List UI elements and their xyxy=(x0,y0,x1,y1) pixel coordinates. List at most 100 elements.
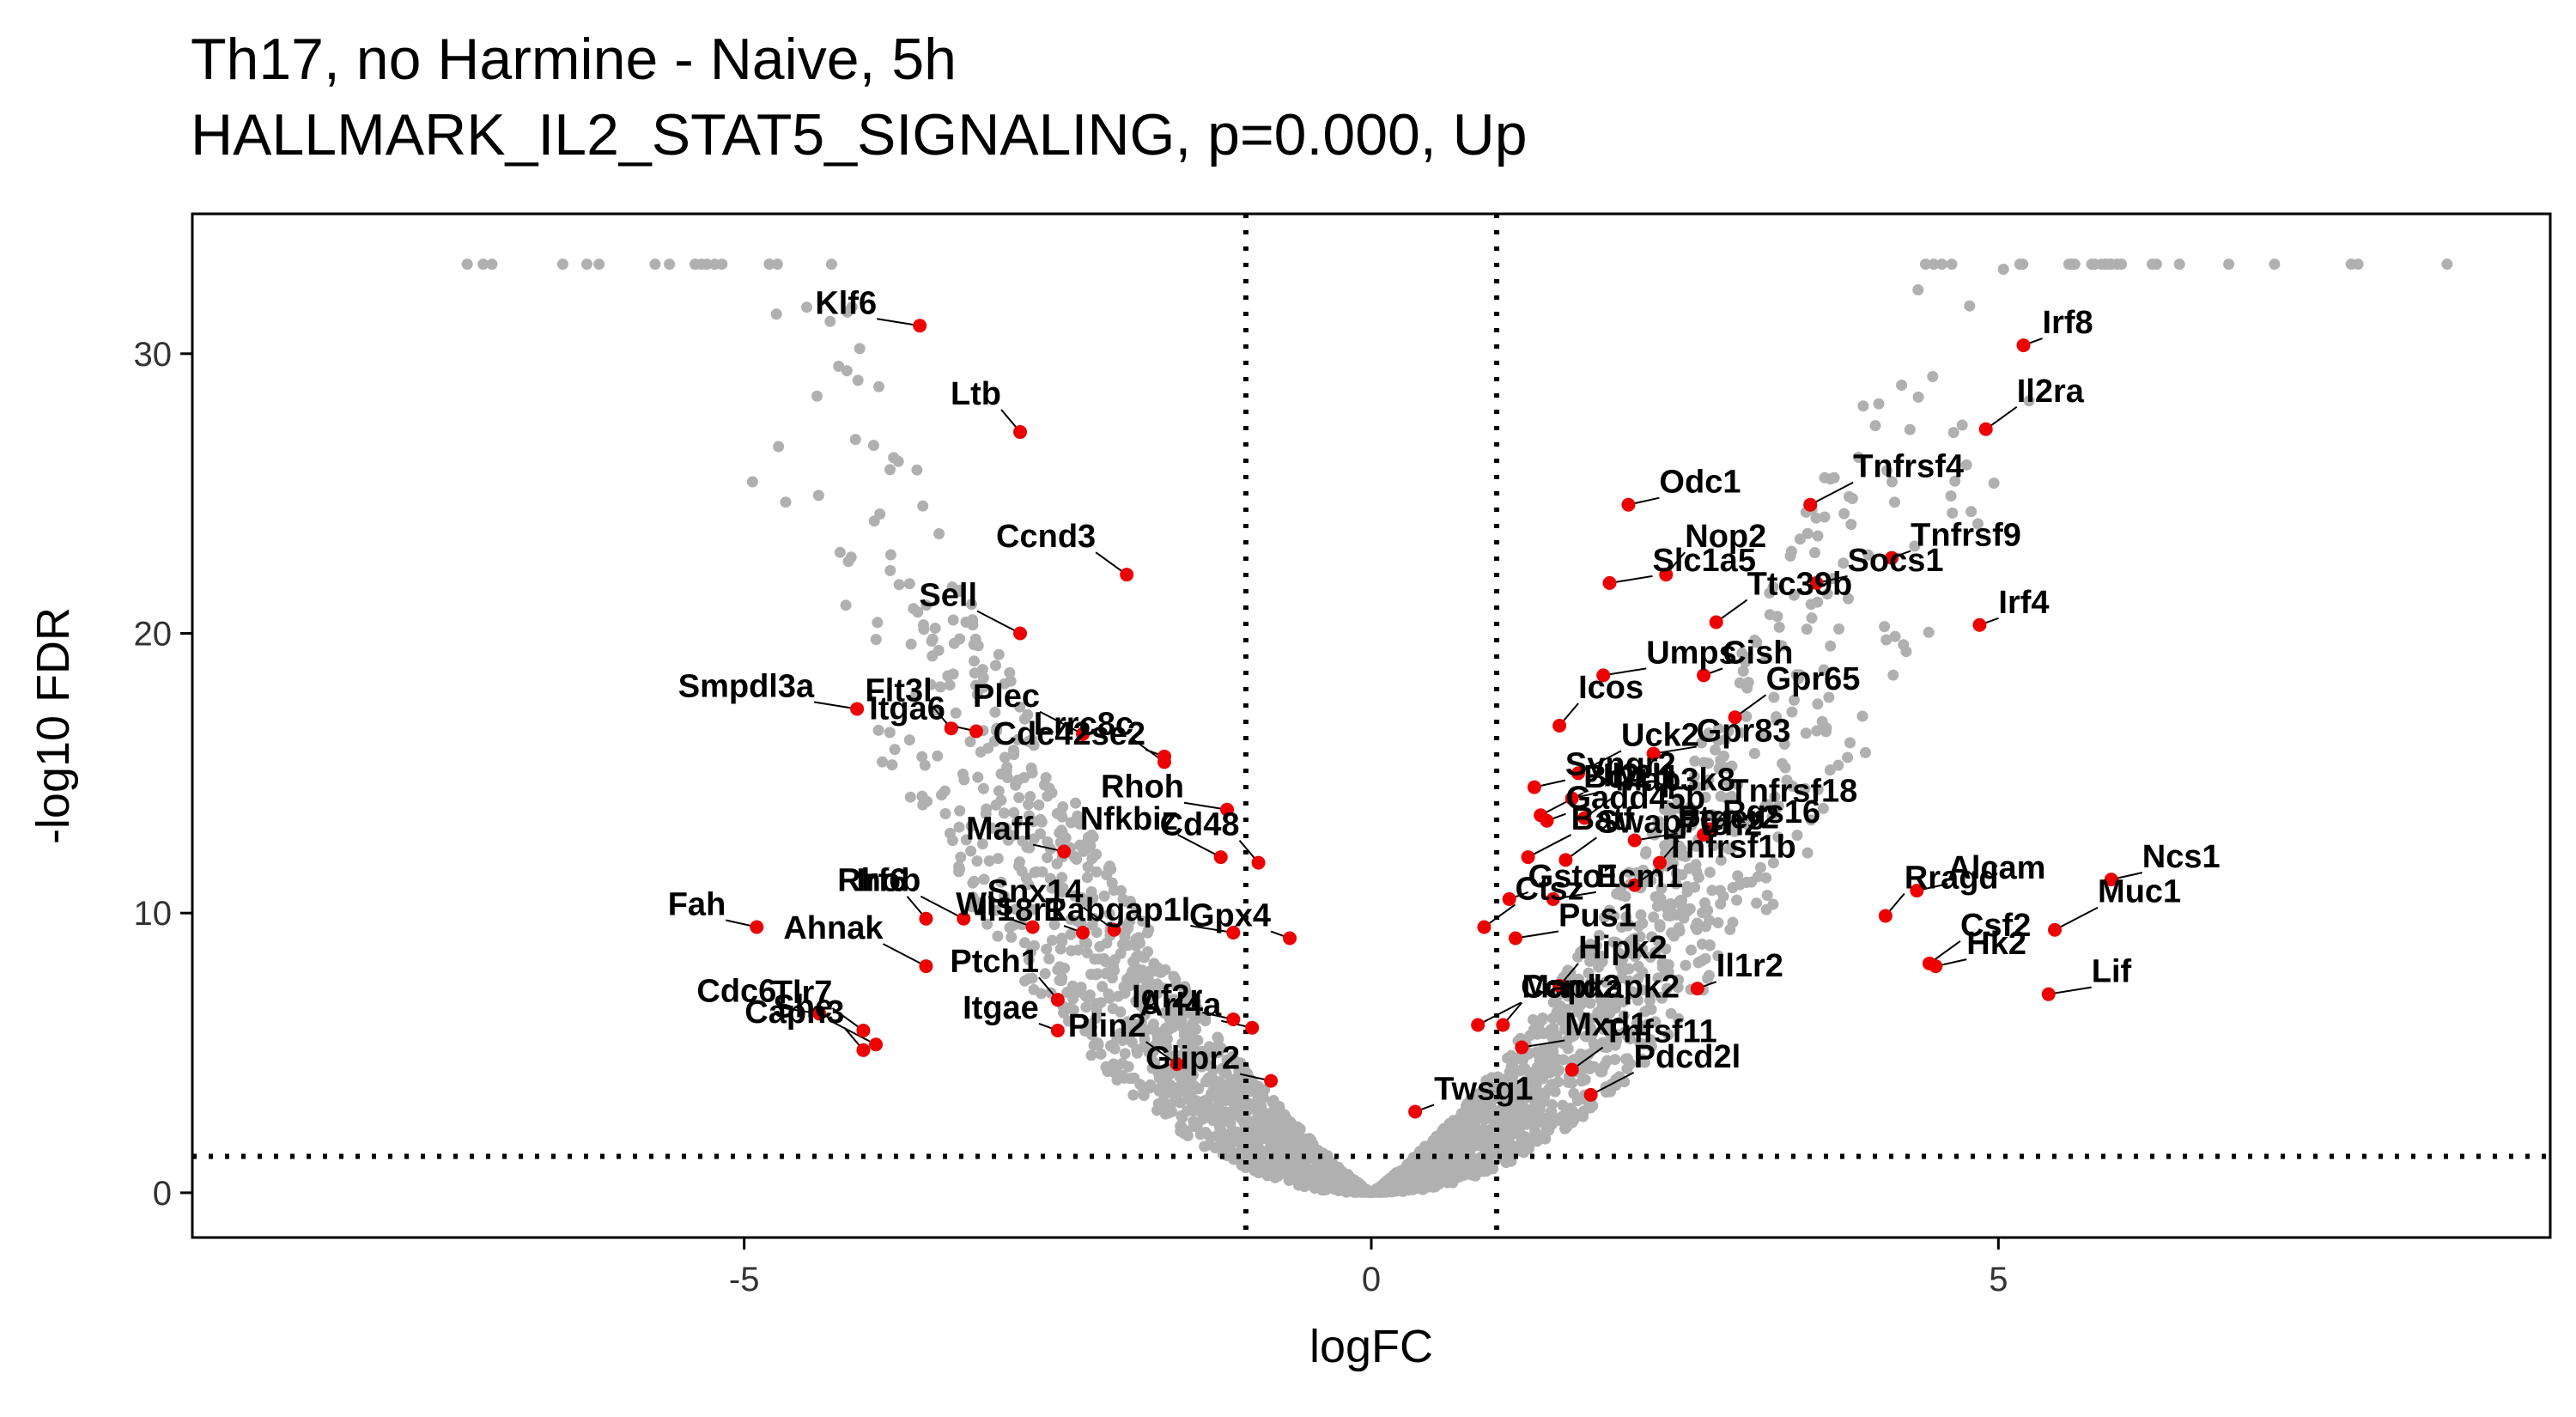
gene-point xyxy=(1455,1111,1467,1123)
gene-point xyxy=(1809,547,1820,558)
leader-line xyxy=(776,1006,820,1015)
gene-point xyxy=(1857,400,1869,412)
gene-point xyxy=(1139,1026,1151,1037)
gene-point xyxy=(1531,1046,1543,1058)
gene-point xyxy=(1764,587,1776,599)
highlighted-gene-point xyxy=(1972,617,1987,632)
gene-point xyxy=(840,599,852,611)
gene-point xyxy=(1138,1090,1150,1101)
gene-label: Flt3l xyxy=(866,672,933,708)
gene-point xyxy=(1731,894,1743,906)
gene-point xyxy=(1703,774,1715,786)
gene-point xyxy=(1842,751,1854,763)
gene-point xyxy=(1583,1063,1595,1075)
gene-point xyxy=(972,640,984,652)
gene-point xyxy=(1713,763,1725,775)
gene-point xyxy=(1544,1082,1556,1094)
gene-point xyxy=(593,258,605,271)
gene-point xyxy=(1024,791,1036,802)
highlighted-gene-point xyxy=(1025,920,1040,934)
gene-label: Lrrc8c xyxy=(1034,706,1133,742)
gene-point xyxy=(992,930,1004,942)
highlighted-gene-point xyxy=(1013,626,1028,641)
gene-point xyxy=(1712,723,1724,734)
gene-point xyxy=(1429,1158,1441,1170)
gene-point xyxy=(1554,1000,1566,1012)
gene-point xyxy=(1735,727,1747,739)
highlighted-gene-point xyxy=(1571,766,1586,781)
gene-point xyxy=(1678,908,1690,920)
highlighted-gene-point xyxy=(1552,978,1567,993)
leader-line xyxy=(877,318,920,327)
gene-point xyxy=(1714,885,1726,897)
gene-point xyxy=(1088,913,1100,925)
y-tick-label: 10 xyxy=(134,895,173,933)
leader-line xyxy=(813,701,858,710)
gene-point xyxy=(1018,713,1030,725)
gene-point xyxy=(1097,981,1109,993)
gene-point xyxy=(1004,666,1016,678)
gene-point xyxy=(1920,258,1931,271)
gene-point xyxy=(1801,623,1813,636)
gene-point xyxy=(1450,1140,1462,1152)
gene-point xyxy=(1005,931,1018,943)
gene-point xyxy=(1760,903,1772,915)
gene-label: Map3k8 xyxy=(1615,762,1735,798)
gene-point xyxy=(1568,1087,1580,1099)
gene-point xyxy=(1212,1141,1224,1153)
gene-point xyxy=(960,834,972,846)
gene-point xyxy=(1426,1179,1438,1191)
gene-point xyxy=(1291,1145,1303,1156)
gene-point xyxy=(841,365,853,377)
highlighted-gene-point xyxy=(1564,1062,1579,1077)
gene-point xyxy=(1598,1060,1610,1072)
gene-point xyxy=(1660,943,1672,955)
gene-point xyxy=(1634,1024,1645,1036)
gene-label: Icos xyxy=(1578,670,1643,706)
highlighted-gene-point xyxy=(856,1023,871,1037)
gene-point xyxy=(1085,885,1097,897)
gene-label: Il18r1 xyxy=(979,892,1064,928)
gene-point xyxy=(1812,698,1824,710)
gene-point xyxy=(1194,1128,1206,1140)
highlighted-gene-point xyxy=(957,911,971,926)
gene-point xyxy=(1056,872,1068,884)
gene-label: Gpx4 xyxy=(1189,898,1271,934)
gene-point xyxy=(1769,791,1781,803)
gene-point xyxy=(1751,636,1763,648)
gene-point xyxy=(978,873,990,885)
gene-point xyxy=(1811,725,1823,737)
gene-point xyxy=(1699,791,1711,803)
gene-point xyxy=(1054,943,1066,955)
gene-point xyxy=(1806,612,1818,624)
highlighted-gene-point xyxy=(1213,850,1228,865)
y-axis: 0 10 20 30 xyxy=(134,336,192,1213)
gene-point xyxy=(1672,794,1684,806)
gene-point xyxy=(1122,940,1134,952)
chart-title: Th17, no Harmine - Naive, 5h xyxy=(191,27,957,92)
gene-point xyxy=(1473,1088,1485,1100)
gene-point xyxy=(1178,1128,1190,1140)
gene-point xyxy=(1515,1110,1527,1122)
highlighted-gene-point xyxy=(1050,993,1065,1007)
gene-point xyxy=(1949,475,1961,487)
gene-label: Ccnd2 xyxy=(1521,969,1620,1005)
gene-point xyxy=(1192,1034,1204,1046)
gene-point xyxy=(1044,873,1056,885)
gene-point xyxy=(1004,921,1016,934)
gene-point xyxy=(884,549,896,561)
highlighted-gene-point xyxy=(1552,719,1567,733)
gene-point xyxy=(708,258,720,271)
gene-point xyxy=(966,901,978,913)
gene-point xyxy=(1470,1140,1482,1152)
gene-point xyxy=(1912,391,1924,403)
gene-point xyxy=(1118,1033,1130,1045)
highlighted-gene-point xyxy=(2041,987,2056,1001)
gene-point xyxy=(889,744,901,756)
gene-point xyxy=(1043,953,1055,964)
gene-point xyxy=(1183,1006,1195,1019)
gene-label: Tnfsf11 xyxy=(1603,1014,1717,1050)
gene-point xyxy=(1485,1073,1498,1085)
gene-point xyxy=(1825,640,1837,652)
